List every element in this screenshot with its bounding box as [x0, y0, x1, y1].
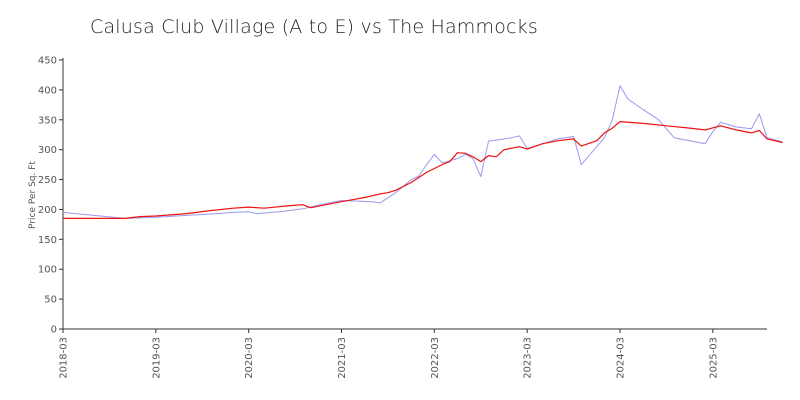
y-axis-label: Price Per Sq. Ft [28, 161, 38, 229]
y-tick-label: 100 [38, 265, 57, 276]
series-line-1 [62, 85, 783, 219]
x-tick-label: 2022-03 [430, 337, 441, 379]
y-tick-label: 0 [51, 325, 57, 336]
x-tick-label: 2018-03 [59, 337, 70, 379]
x-tick-label: 2021-03 [337, 337, 348, 379]
y-tick-label: 250 [38, 175, 57, 186]
x-tick-label: 2020-03 [244, 337, 255, 379]
y-tick-label: 350 [38, 115, 57, 126]
chart-title: Calusa Club Village (A to E) vs The Hamm… [90, 16, 538, 38]
x-tick-label: 2025-03 [708, 337, 719, 379]
y-tick-label: 300 [38, 145, 57, 156]
axes: 0 50 100 150 200 250 300 350 400 450 2018-03 2019-0… [38, 56, 767, 379]
series-line-2 [63, 121, 783, 219]
y-tick-label: 400 [38, 85, 57, 96]
y-tick-label: 200 [38, 205, 57, 216]
x-tick-label: 2023-03 [523, 337, 534, 379]
y-tick-label: 150 [38, 235, 57, 246]
x-tick-label: 2019-03 [151, 337, 162, 379]
series-layer [62, 85, 783, 219]
y-tick-label: 450 [38, 56, 57, 67]
y-tick-label: 50 [44, 295, 57, 306]
x-tick-label: 2024-03 [616, 337, 627, 379]
